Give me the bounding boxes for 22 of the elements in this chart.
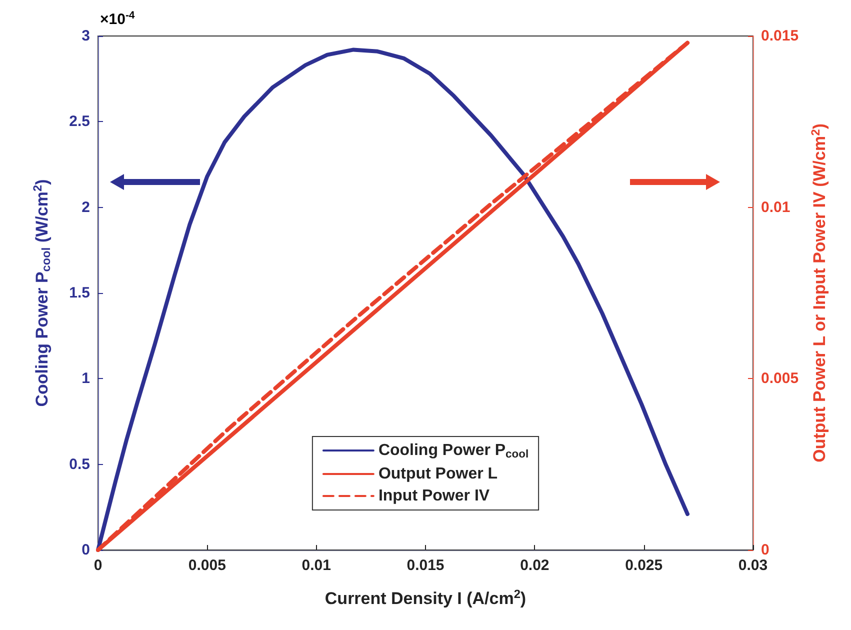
y-axis-title: Cooling Power Pcool (W/cm2) (30, 179, 53, 407)
x-tick-label: 0.025 (625, 557, 663, 574)
x-tick-label: 0.005 (188, 557, 226, 574)
y2-tick-label: 0.005 (761, 370, 799, 388)
y2-tick-label: 0.01 (761, 198, 790, 216)
legend-label: Input Power IV (378, 488, 490, 504)
legend-label: Output Power L (378, 466, 498, 482)
y-tick-label: 1.5 (69, 284, 90, 302)
y2-axis-title: Output Power L or Input Power IV (W/cm2) (808, 123, 830, 462)
x-tick-label: 0.01 (302, 557, 331, 574)
x-tick-label: 0.02 (520, 557, 550, 574)
y-tick-label: 0.5 (69, 456, 90, 473)
x-tick-label: 0.015 (406, 557, 444, 574)
y-tick-label: 1 (82, 370, 90, 388)
y2-tick-label: 0 (761, 542, 770, 558)
y-tick-label: 2.5 (69, 113, 90, 130)
x-tick-label: 0.03 (738, 557, 768, 574)
y-tick-label: 0 (82, 542, 90, 558)
y-tick-label: 2 (82, 198, 90, 216)
y-tick-label: 3 (82, 28, 90, 44)
x-tick-label: 0 (94, 557, 102, 574)
y2-tick-label: 0.015 (761, 28, 799, 44)
